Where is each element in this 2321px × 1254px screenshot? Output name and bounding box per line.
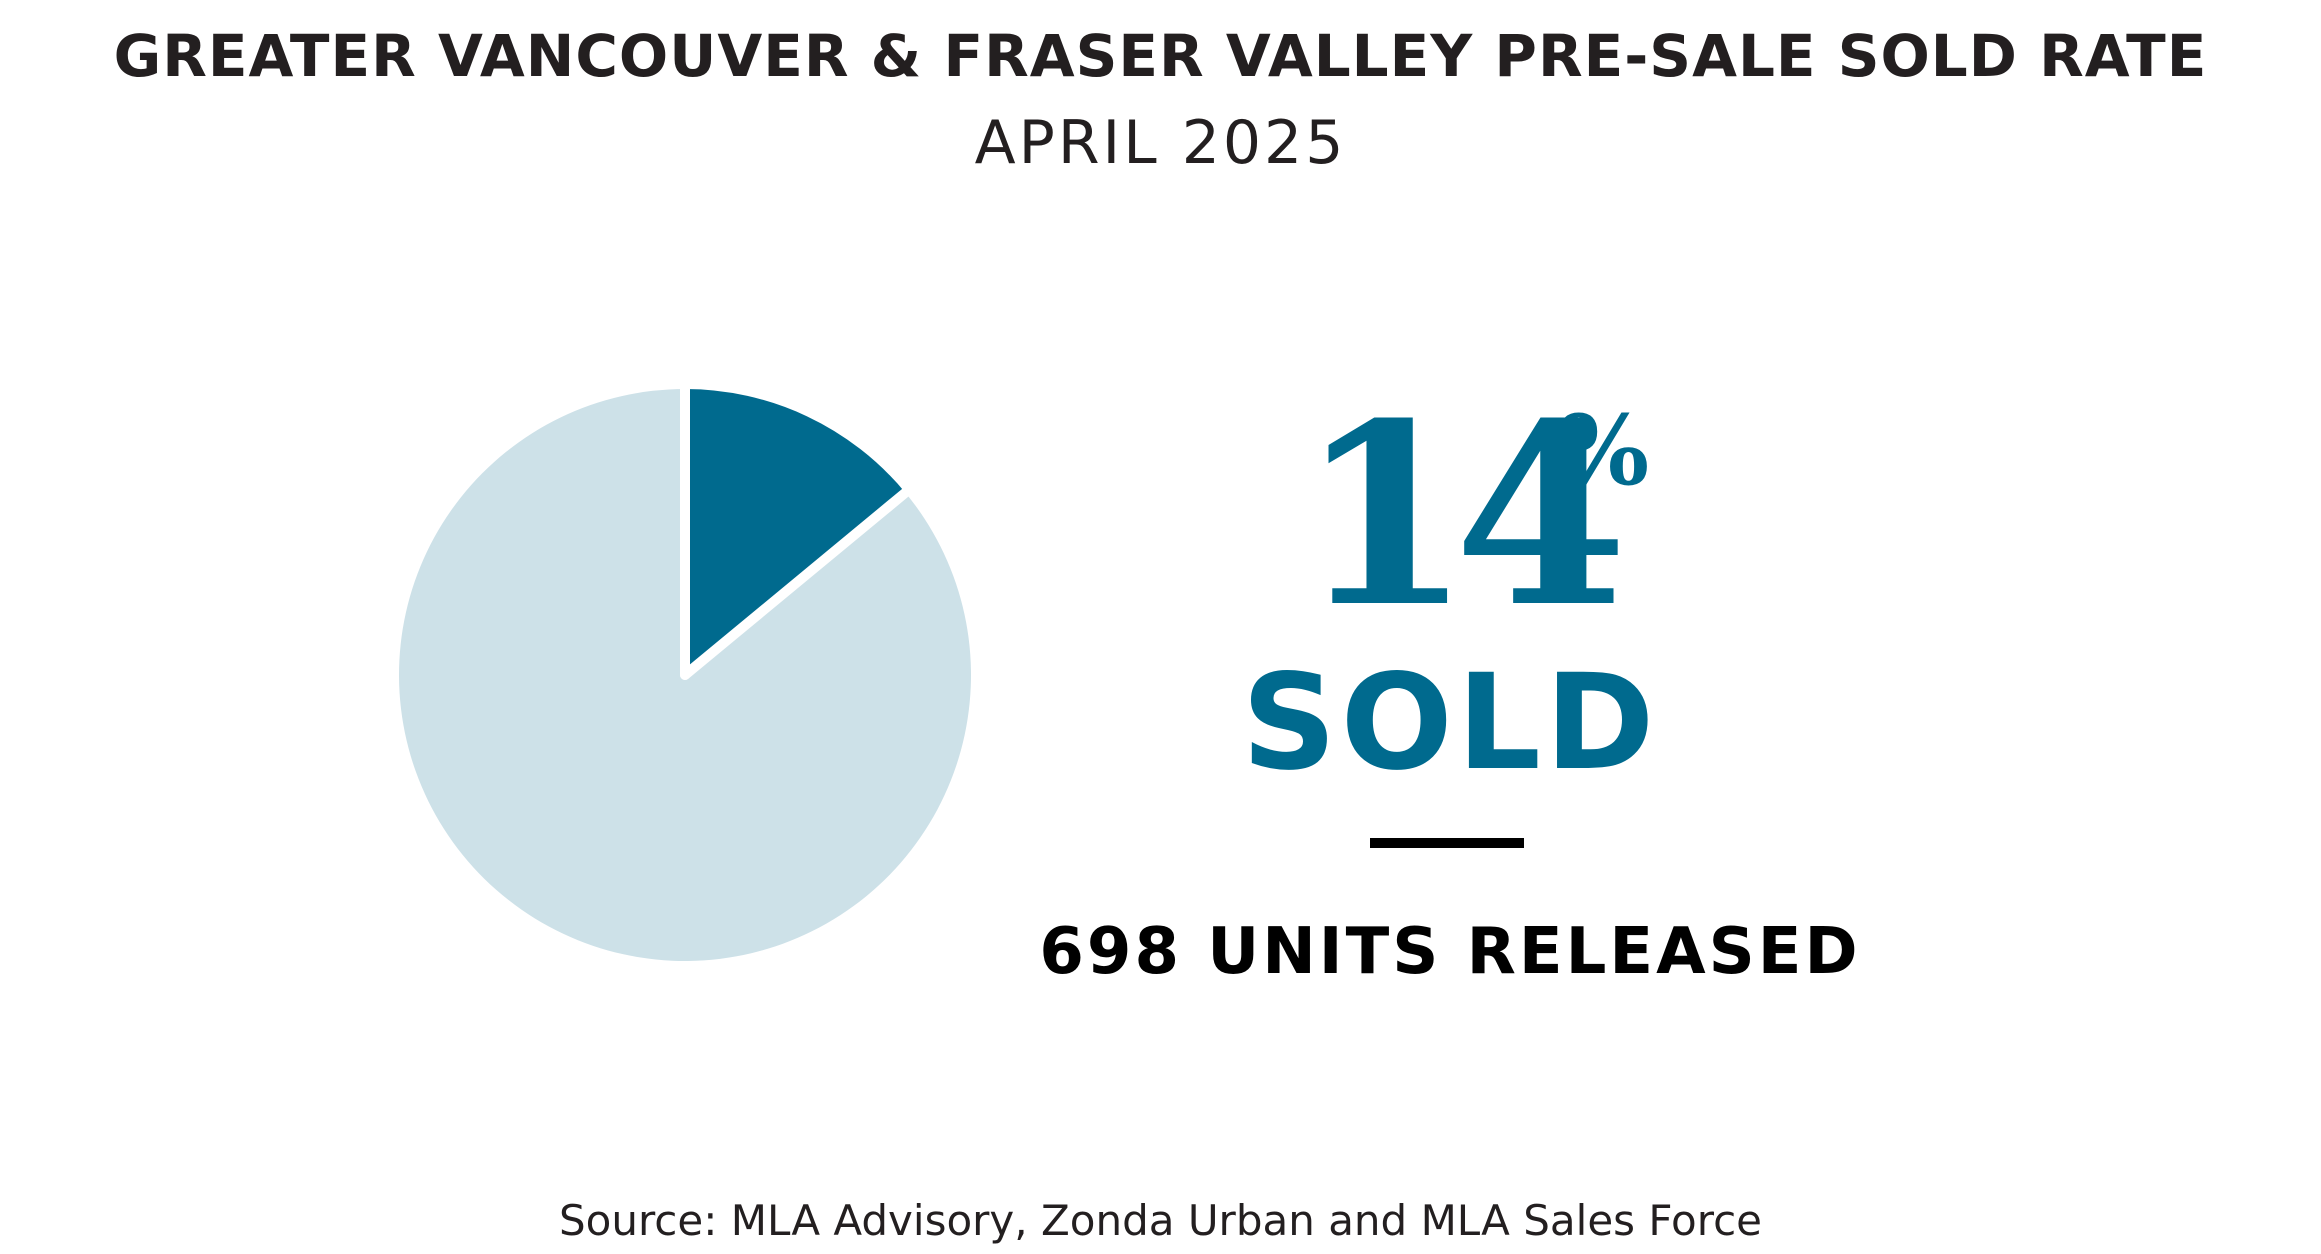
pie-slice-sold [685,389,906,675]
pie-chart [399,384,972,962]
source-note: Source: MLA Advisory, Zonda Urban and ML… [558,1196,1763,1245]
chart-title: GREATER VANCOUVER & FRASER VALLEY PRE-SA… [113,22,2208,90]
pie-separator-line [680,487,911,680]
percent-value: 14 [1298,368,1628,662]
divider-line [1370,838,1524,848]
chart-subtitle: APRIL 2025 [974,108,1347,178]
percent-callout: 14 % [1200,380,1700,650]
sold-label: SOLD [1241,646,1659,800]
percent-sign: % [1558,394,1650,507]
units-released-label: 698 UNITS RELEASED [1039,915,1861,989]
